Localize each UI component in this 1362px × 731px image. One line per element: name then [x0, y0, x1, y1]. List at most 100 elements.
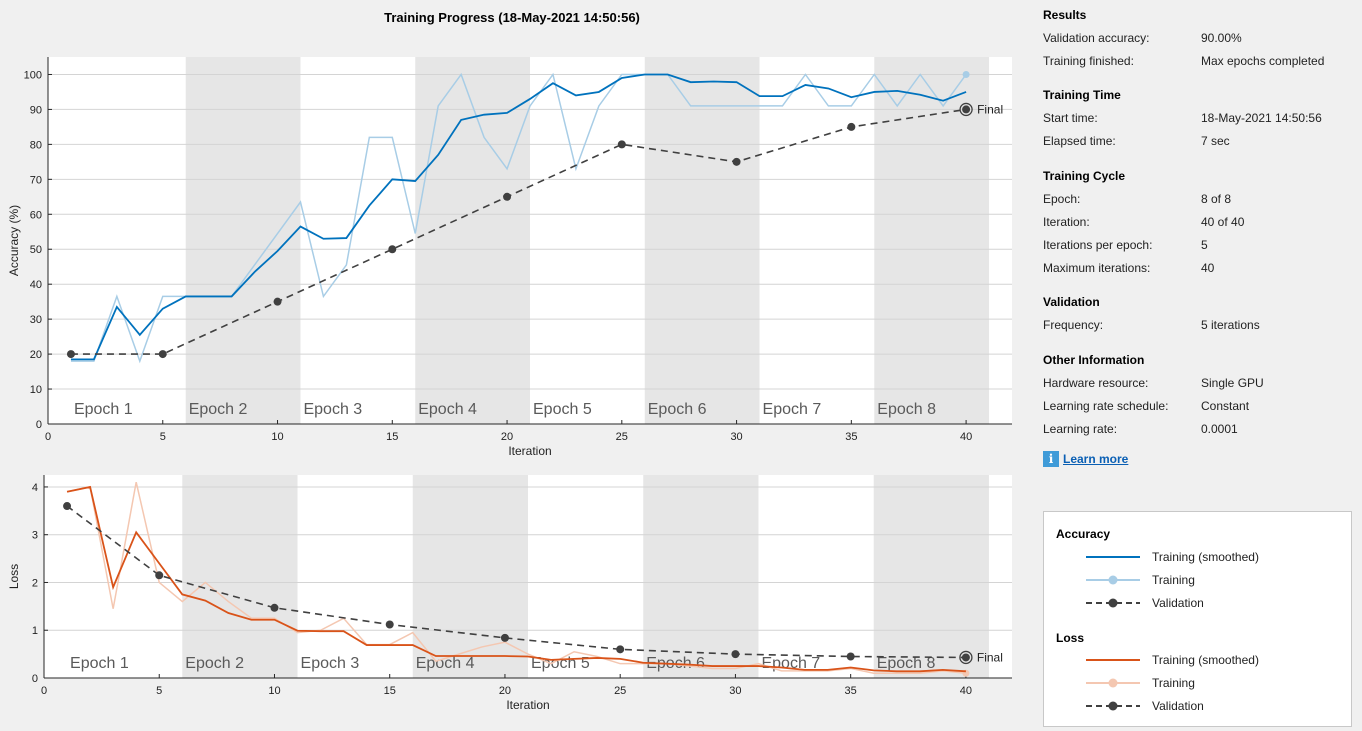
- info-label: Elapsed time:: [1043, 134, 1116, 148]
- loss-validation-point: [270, 603, 279, 612]
- acc-y-tick-label: 20: [30, 349, 42, 361]
- acc-validation-point: [158, 350, 167, 359]
- acc-validation-point: [617, 140, 626, 149]
- info-label: Learning rate schedule:: [1043, 399, 1169, 413]
- training-finished-value: Max epochs completed: [1201, 54, 1325, 68]
- loss-x-tick-label: 30: [729, 685, 741, 697]
- acc-epoch-label: Epoch 5: [533, 401, 592, 418]
- loss-x-tick-label: 0: [41, 685, 47, 697]
- acc-epoch-shade: [415, 57, 530, 424]
- loss-epoch-shade: [182, 475, 298, 678]
- acc-y-tick-label: 0: [36, 419, 42, 431]
- loss-validation-point: [731, 650, 740, 659]
- learn-more-link[interactable]: Learn more: [1063, 452, 1129, 466]
- info-label: Iteration:: [1043, 215, 1090, 229]
- acc-y-tick-label: 70: [30, 174, 42, 186]
- loss-validation-point: [846, 652, 855, 661]
- loss-y-tick-label: 1: [32, 625, 38, 637]
- elapsed-time-value: 7 sec: [1201, 134, 1230, 148]
- loss-x-tick-label: 5: [156, 685, 162, 697]
- acc-y-tick-label: 100: [24, 69, 42, 81]
- legend-loss-training: Training: [1086, 676, 1195, 690]
- acc-epoch-label: Epoch 8: [877, 401, 936, 418]
- loss-epoch-shade: [643, 475, 759, 678]
- info-label: Epoch:: [1043, 192, 1081, 206]
- loss-x-tick-label: 15: [384, 685, 396, 697]
- loss-y-tick-label: 4: [32, 482, 38, 494]
- acc-x-tick-label: 25: [616, 431, 628, 443]
- acc-x-tick-label: 20: [501, 431, 513, 443]
- acc-y-tick-label: 40: [30, 279, 42, 291]
- info-label: Hardware resource:: [1043, 376, 1149, 390]
- legend-loss-title: Loss: [1056, 631, 1085, 645]
- acc-validation-point: [732, 157, 741, 166]
- results-label: Validation accuracy:: [1043, 31, 1150, 45]
- acc-validation-point: [273, 297, 282, 306]
- training-plots: Epoch 1 Epoch 2 Epoch 3 Epoch 4 Epoch 5 Epoch…: [7, 57, 1012, 712]
- acc-training-last-point: [962, 70, 970, 78]
- acc-y-axis-label: Accuracy (%): [7, 205, 21, 276]
- validation-accuracy-value: 90.00%: [1201, 31, 1242, 45]
- acc-epoch-label: Epoch 1: [74, 401, 133, 418]
- loss-final-label: Final: [977, 650, 1003, 664]
- loss-epoch-shade: [412, 475, 528, 678]
- loss-validation-point: [500, 633, 509, 642]
- frequency-value: 5 iterations: [1201, 318, 1260, 332]
- loss-x-tick-label: 25: [614, 685, 626, 697]
- validation-title: Validation: [1043, 295, 1100, 309]
- loss-y-tick-label: 3: [32, 530, 38, 542]
- acc-x-tick-label: 30: [730, 431, 742, 443]
- info-label: Start time:: [1043, 111, 1098, 125]
- acc-x-tick-label: 10: [271, 431, 283, 443]
- results-label: Training finished:: [1043, 54, 1134, 68]
- acc-training-smoothed-line: [70, 73, 967, 361]
- acc-x-tick-label: 40: [960, 431, 972, 443]
- acc-epoch-label: Epoch 2: [189, 401, 248, 418]
- loss-validation-point: [385, 620, 394, 629]
- learning-rate-value: 0.0001: [1201, 422, 1238, 436]
- acc-validation-final-ring: [959, 102, 973, 117]
- acc-x-tick-label: 0: [45, 431, 51, 443]
- acc-x-tick-label: 15: [386, 431, 398, 443]
- epoch-value: 8 of 8: [1201, 192, 1232, 206]
- legend-acc-smoothed: Training (smoothed): [1086, 550, 1259, 564]
- iteration-value: 40 of 40: [1201, 215, 1245, 229]
- legend-label: Training: [1152, 676, 1195, 690]
- info-label: Maximum iterations:: [1043, 261, 1151, 275]
- lr-schedule-value: Constant: [1201, 399, 1250, 413]
- acc-y-tick-label: 60: [30, 209, 42, 221]
- acc-epoch-shade: [874, 57, 990, 424]
- loss-validation-point: [63, 502, 72, 511]
- acc-x-tick-label: 5: [160, 431, 166, 443]
- loss-epoch-label: Epoch 3: [301, 655, 360, 672]
- acc-y-tick-label: 90: [30, 104, 42, 116]
- acc-validation-point: [503, 192, 512, 201]
- iterations-per-epoch-value: 5: [1201, 238, 1208, 252]
- learn-more[interactable]: i Learn more: [1043, 451, 1128, 467]
- loss-epoch-label: Epoch 8: [877, 655, 936, 672]
- loss-validation-final-ring: [959, 650, 973, 665]
- legend: Accuracy Training (smoothed) Training Va…: [1043, 511, 1352, 727]
- page-title: Training Progress (18-May-2021 14:50:56): [384, 10, 640, 25]
- info-label: Learning rate:: [1043, 422, 1118, 436]
- legend-loss-validation: Validation: [1086, 699, 1204, 713]
- loss-x-tick-label: 10: [268, 685, 280, 697]
- info-icon[interactable]: i: [1043, 451, 1059, 467]
- acc-epoch-label: Epoch 4: [418, 401, 477, 418]
- loss-y-tick-label: 2: [32, 577, 38, 589]
- acc-x-axis-label: Iteration: [508, 444, 551, 458]
- acc-final-label: Final: [977, 102, 1003, 116]
- acc-epoch-shade: [644, 57, 760, 424]
- acc-validation-point: [962, 105, 971, 114]
- legend-acc-training: Training: [1086, 573, 1195, 587]
- legend-accuracy-title: Accuracy: [1056, 527, 1111, 541]
- acc-epoch-label: Epoch 3: [303, 401, 362, 418]
- hardware-resource-value: Single GPU: [1201, 376, 1264, 390]
- loss-validation-point: [155, 571, 164, 580]
- loss-epoch-label: Epoch 4: [416, 655, 475, 672]
- training-cycle-title: Training Cycle: [1043, 169, 1126, 183]
- legend-loss-smoothed: Training (smoothed): [1086, 653, 1259, 667]
- loss-epoch-label: Epoch 1: [70, 655, 129, 672]
- acc-validation-point: [66, 350, 75, 359]
- other-info-title: Other Information: [1043, 353, 1145, 367]
